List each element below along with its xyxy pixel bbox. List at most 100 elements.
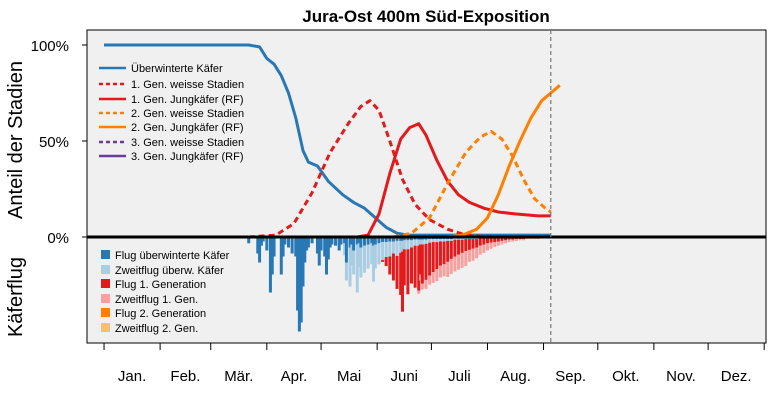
flight-bar-g1-86 bbox=[511, 238, 515, 240]
flight-bar-ow-20 bbox=[305, 238, 309, 251]
flight-bar-owl-50 bbox=[388, 241, 392, 257]
legend-item-gen3-white: 3. Gen. weisse Stadien bbox=[99, 137, 244, 149]
flight-bar-owl-66 bbox=[438, 239, 442, 242]
flight-bar-g1-77 bbox=[478, 238, 482, 246]
flight-bar-owl-62 bbox=[424, 239, 428, 244]
flight-bar-g1-78 bbox=[482, 238, 486, 245]
flight-bar-g1-69 bbox=[449, 240, 453, 259]
month-label-10: Nov. bbox=[666, 368, 696, 385]
flight-bar-ow-38 bbox=[352, 238, 356, 251]
flight-bar-g1-80 bbox=[489, 238, 493, 243]
flight-bar-g1l-76 bbox=[475, 247, 479, 259]
flight-bar-ow-41 bbox=[359, 238, 363, 248]
chart-title: Jura-Ost 400m Süd-Exposition bbox=[302, 7, 550, 26]
flight-bar-g1l-86 bbox=[511, 239, 515, 242]
flight-bar-g1-82 bbox=[496, 238, 500, 242]
svg-text:1. Gen. Jungkäfer (RF): 1. Gen. Jungkäfer (RF) bbox=[131, 94, 244, 106]
flight-bar-g1-55 bbox=[402, 249, 406, 286]
flight-bar-g1-71 bbox=[457, 239, 461, 255]
flight-bar-g1-53 bbox=[399, 252, 403, 295]
legend-item-second-flight-overwintered: Zweitflug überw. Käfer bbox=[101, 265, 224, 277]
flight-bar-owl-63 bbox=[428, 239, 432, 243]
flight-bar-ow-2 bbox=[258, 238, 262, 263]
flight-bar-ow-23 bbox=[315, 238, 319, 254]
flight-bar-owl-54 bbox=[400, 240, 404, 252]
flight-bar-ow-50 bbox=[388, 238, 392, 242]
flight-bar-ow-30 bbox=[330, 238, 334, 245]
flight-bar-ow-31 bbox=[334, 238, 338, 246]
flight-bar-g1l-89 bbox=[522, 239, 526, 241]
flight-bar-ow-27 bbox=[325, 238, 329, 275]
flight-bar-g1-67 bbox=[442, 241, 446, 265]
flight-bar-g1-81 bbox=[493, 238, 497, 243]
month-label-1: Feb. bbox=[170, 368, 200, 385]
series-line-3 bbox=[393, 129, 552, 239]
month-label-3: Apr. bbox=[281, 368, 308, 385]
flight-bar-owl-40 bbox=[357, 243, 361, 268]
flight-bar-ow-18 bbox=[301, 238, 305, 287]
legend-item-flight-overwintered: Flug überwinterte Käfer bbox=[101, 250, 230, 262]
series-line-0 bbox=[104, 43, 551, 237]
panel-background bbox=[86, 29, 767, 344]
flight-bar-owl-61 bbox=[420, 239, 424, 245]
flight-bar-ow-69 bbox=[449, 238, 453, 240]
legend-item-gen3-young: 3. Gen. Jungkäfer (RF) bbox=[99, 151, 244, 163]
svg-text:Flug überwinterte Käfer: Flug überwinterte Käfer bbox=[115, 250, 230, 262]
flight-bar-g1l-84 bbox=[504, 240, 508, 244]
flight-bar-owl-72 bbox=[460, 238, 464, 240]
month-label-9: Okt. bbox=[612, 368, 640, 385]
flight-bar-g1l-63 bbox=[428, 275, 432, 285]
month-label-0: Jan. bbox=[118, 368, 146, 385]
flight-bar-owl-55 bbox=[402, 240, 406, 250]
flight-bar-g1-74 bbox=[467, 239, 471, 250]
flight-bar-owl-60 bbox=[419, 239, 423, 245]
flight-bar-g1l-75 bbox=[471, 248, 475, 261]
flight-bar-ow-4 bbox=[261, 238, 265, 242]
month-label-8: Sep. bbox=[555, 368, 586, 385]
legend-item-flight-gen1: Flug 1. Generation bbox=[101, 279, 206, 291]
flight-bar-ow-33 bbox=[339, 238, 343, 245]
flight-bar-ow-53 bbox=[399, 238, 403, 241]
legend-item-second-flight-gen2: Zweitflug 2. Gen. bbox=[101, 323, 198, 335]
month-label-7: Aug. bbox=[500, 368, 531, 385]
flight-bar-ow-46 bbox=[373, 238, 377, 245]
flight-bar-ow-42 bbox=[362, 238, 366, 246]
y-axis-ticks: 100% 50% 0% bbox=[31, 38, 87, 247]
flight-bar-ow-35 bbox=[344, 238, 348, 263]
flight-bar-g1-56 bbox=[406, 249, 410, 295]
flight-bar-ow-21 bbox=[306, 238, 310, 248]
flight-bar-g1-73 bbox=[464, 239, 468, 252]
flight-bar-g1l-61 bbox=[420, 283, 424, 290]
month-label-4: Mai bbox=[337, 368, 361, 385]
flight-bar-ow-0 bbox=[247, 238, 251, 244]
flight-bar-ow-67 bbox=[442, 238, 446, 240]
flight-bar-ow-15 bbox=[296, 238, 300, 311]
flight-bar-g1l-87 bbox=[514, 239, 518, 241]
flight-bar-g1-61 bbox=[420, 244, 424, 284]
flight-bar-owl-69 bbox=[449, 239, 453, 241]
flight-bar-ow-47 bbox=[377, 238, 381, 244]
flight-bar-ow-65 bbox=[435, 238, 439, 240]
series-line-4 bbox=[104, 84, 561, 239]
flight-bar-owl-39 bbox=[355, 244, 359, 293]
flight-bar-g1-68 bbox=[446, 240, 450, 262]
month-label-2: Mär. bbox=[224, 368, 253, 385]
flight-bar-ow-58 bbox=[413, 238, 417, 240]
flight-bar-ow-52 bbox=[395, 238, 399, 241]
flight-bar-g1-58 bbox=[413, 245, 417, 288]
flight-bar-owl-73 bbox=[464, 238, 468, 240]
flight-bar-owl-57 bbox=[410, 240, 414, 248]
flight-bar-ow-37 bbox=[350, 238, 354, 245]
flight-bar-g1l-60 bbox=[419, 274, 423, 281]
flight-bar-owl-47 bbox=[377, 243, 381, 265]
flight-bar-ow-48 bbox=[381, 238, 385, 243]
flight-bar-owl-34 bbox=[343, 243, 347, 256]
flight-bar-g1l-74 bbox=[467, 249, 471, 262]
flight-bar-ow-16 bbox=[297, 238, 301, 332]
stage-legend: Überwinterte Käfer 1. Gen. weisse Stadie… bbox=[99, 63, 244, 163]
flight-bar-owl-44 bbox=[370, 243, 374, 265]
flight-bar-ow-25 bbox=[319, 238, 323, 251]
flight-bar-owl-51 bbox=[391, 241, 395, 254]
flight-bar-g1l-91 bbox=[529, 238, 533, 240]
flight-bar-g1l-65 bbox=[435, 269, 439, 282]
